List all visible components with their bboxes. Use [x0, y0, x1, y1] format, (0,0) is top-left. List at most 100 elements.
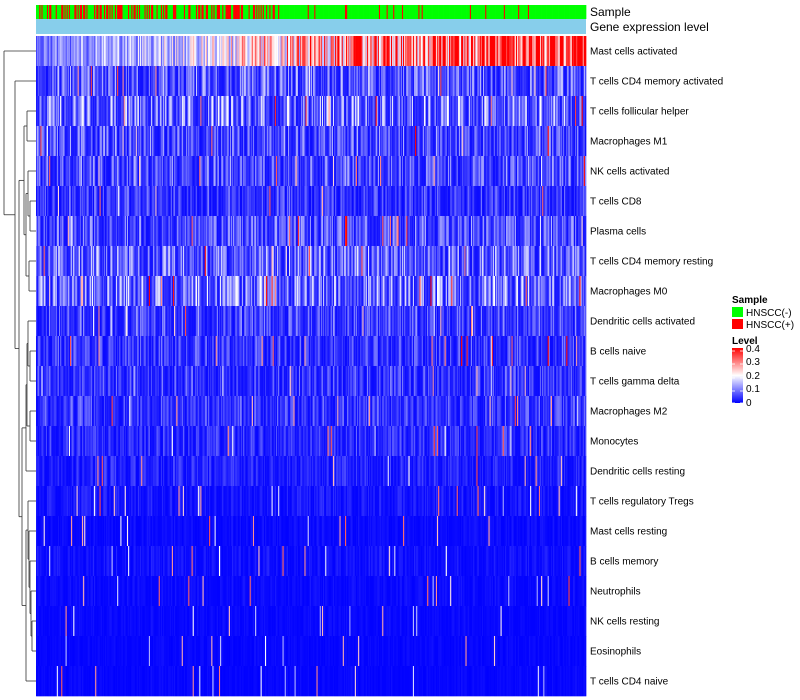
heatmap-cell [558, 186, 561, 217]
heatmap-cell [439, 276, 441, 307]
heatmap-cell [125, 36, 128, 67]
heatmap-cell [372, 276, 374, 307]
heatmap-cell [145, 126, 148, 157]
heatmap-cell [300, 156, 302, 187]
heatmap-cell [392, 36, 394, 67]
heatmap-cell [349, 156, 351, 187]
heatmap-cell [204, 186, 207, 217]
heatmap-cell [550, 246, 553, 277]
heatmap-cell [280, 36, 282, 67]
sample-annotation-cell [531, 5, 533, 19]
heatmap-cell [560, 156, 563, 187]
heatmap-cell [508, 156, 510, 187]
heatmap-cell [450, 276, 452, 307]
sample-annotation-cell [512, 5, 515, 19]
heatmap-cell [385, 246, 387, 277]
heatmap-cell [523, 246, 525, 277]
heatmap-cell [434, 36, 437, 67]
sample-annotation-cell [252, 5, 255, 19]
heatmap-cell [125, 276, 128, 307]
heatmap-cell [42, 246, 45, 277]
heatmap-cell [292, 216, 294, 247]
heatmap-cell [212, 66, 214, 97]
heatmap-cell [306, 66, 309, 97]
heatmap-cell [175, 186, 177, 217]
heatmap-cell [223, 36, 225, 67]
heatmap-cell [97, 276, 99, 307]
heatmap-cell [510, 246, 512, 277]
heatmap-cell [455, 276, 458, 307]
heatmap-cell [133, 276, 135, 307]
heatmap-cell [530, 96, 532, 127]
sample-annotation-cell [287, 5, 290, 19]
heatmap-cell [511, 186, 513, 217]
heatmap-cell [381, 246, 383, 277]
heatmap-cell [101, 96, 104, 127]
heatmap-cell [545, 126, 547, 157]
heatmap-cell [42, 216, 45, 247]
sample-annotation-cell [88, 5, 91, 19]
heatmap-cell [477, 186, 479, 217]
sample-annotation-cell [348, 5, 350, 19]
heatmap-cell [395, 186, 397, 217]
heatmap-cell [394, 246, 396, 277]
heatmap-cell [99, 216, 101, 247]
heatmap-cell [440, 96, 442, 127]
heatmap-cell [483, 36, 485, 67]
heatmap-cell [566, 96, 568, 127]
heatmap-cell [52, 96, 54, 127]
heatmap-cell [130, 36, 132, 67]
heatmap-cell [411, 66, 414, 97]
heatmap-cell [447, 246, 450, 277]
heatmap-cell [245, 186, 247, 217]
heatmap-cell [567, 36, 569, 67]
heatmap-cell [365, 156, 368, 187]
heatmap-cell [258, 96, 260, 127]
heatmap-cell [377, 126, 380, 157]
sample-annotation-cell [530, 5, 532, 19]
sample-annotation-cell [300, 5, 302, 19]
heatmap-cell [353, 36, 356, 67]
sample-annotation-cell [275, 5, 278, 19]
heatmap-cell [499, 186, 501, 217]
heatmap-cell [535, 156, 538, 187]
heatmap-cell [125, 246, 128, 277]
heatmap-cell [163, 156, 165, 187]
heatmap-cell [301, 126, 303, 157]
heatmap-cell [143, 186, 145, 217]
heatmap-cell [400, 66, 403, 97]
heatmap-cell [233, 246, 235, 277]
heatmap-cell [412, 96, 415, 127]
heatmap-cell [427, 66, 429, 97]
heatmap-cell [258, 246, 260, 277]
heatmap-cell [450, 126, 452, 157]
heatmap-cell [260, 246, 263, 277]
heatmap-cell [56, 216, 59, 247]
heatmap-cell [374, 246, 376, 277]
heatmap-cell [456, 276, 459, 307]
heatmap-cell [340, 246, 343, 277]
heatmap-cell [524, 156, 527, 187]
heatmap-cell [106, 126, 108, 157]
heatmap-cell [151, 186, 153, 217]
heatmap-cell [281, 156, 283, 187]
heatmap-cell [511, 66, 513, 97]
heatmap-cell [371, 216, 373, 247]
heatmap-cell [293, 36, 295, 67]
heatmap-cell [407, 156, 409, 187]
heatmap-cell [51, 216, 53, 247]
heatmap-cell [201, 276, 203, 307]
heatmap-cell [103, 186, 106, 217]
heatmap-cell [374, 96, 376, 127]
heatmap-cell [247, 96, 249, 127]
heatmap-cell [185, 126, 187, 157]
heatmap-cell [107, 66, 109, 97]
heatmap-cell [435, 246, 438, 277]
heatmap-cell [541, 96, 543, 127]
heatmap-cell [286, 126, 289, 157]
heatmap-cell [200, 276, 202, 307]
sample-annotation-cell [269, 5, 271, 19]
heatmap-cell [296, 246, 299, 277]
heatmap-cell [488, 96, 490, 127]
heatmap-cell [192, 216, 195, 247]
